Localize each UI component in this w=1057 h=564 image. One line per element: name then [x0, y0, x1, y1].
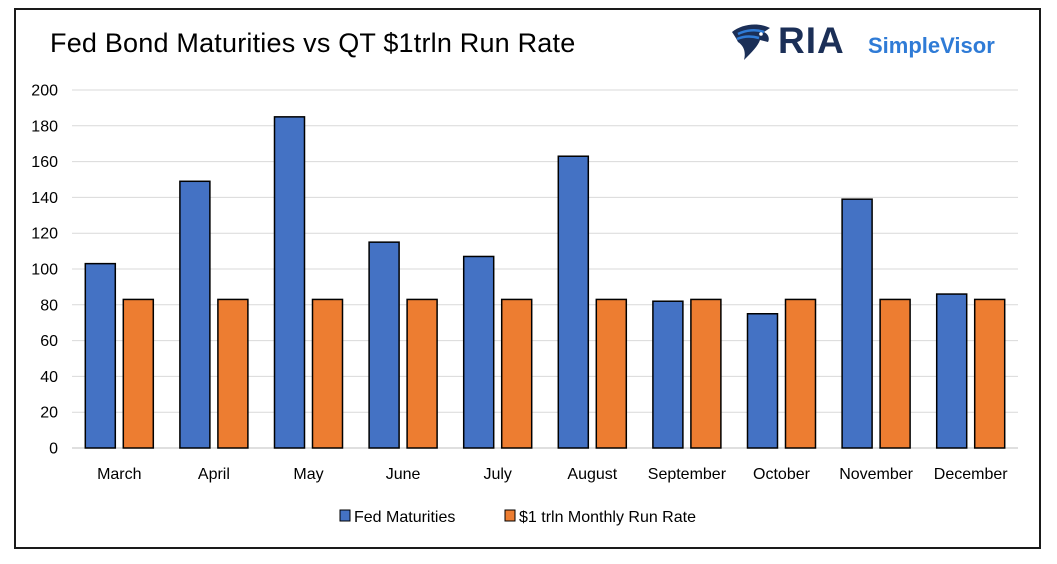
x-tick-label: October [753, 466, 811, 483]
y-tick-label: 100 [31, 262, 58, 279]
bar-fed-maturities [557, 155, 590, 449]
bar-fed-maturities [273, 116, 306, 449]
y-tick-label: 40 [40, 369, 58, 386]
logo-product-text: SimpleVisor [868, 33, 995, 58]
y-axis-ticks: 0 20 40 60 80 100 120 140 160 180 200 [31, 83, 58, 458]
bar-run-rate [500, 298, 533, 449]
x-tick-label: July [483, 466, 511, 483]
y-tick-label: 0 [49, 441, 58, 458]
legend-swatch [504, 509, 516, 522]
bar-run-rate [690, 298, 722, 449]
bar-fed-maturities [746, 313, 779, 449]
bar-run-rate [784, 298, 817, 449]
bar-fed-maturities [652, 300, 684, 449]
y-tick-label: 160 [31, 154, 58, 171]
x-tick-label: September [648, 466, 727, 483]
bar-fed-maturities [462, 255, 495, 449]
bar-run-rate [122, 298, 155, 449]
x-tick-label: May [293, 466, 323, 483]
chart-title: Fed Bond Maturities vs QT $1trln Run Rat… [50, 28, 576, 58]
x-tick-label: November [839, 466, 913, 483]
legend-label: Fed Maturities [354, 509, 455, 526]
y-tick-label: 120 [31, 226, 58, 243]
y-tick-label: 60 [40, 333, 58, 350]
bar-run-rate [406, 298, 438, 449]
bar-run-rate [217, 298, 249, 449]
y-tick-label: 140 [31, 190, 58, 207]
legend-label: $1 trln Monthly Run Rate [519, 509, 696, 526]
bar-fed-maturities [179, 180, 211, 449]
x-tick-label: March [97, 466, 141, 483]
y-tick-label: 200 [31, 83, 58, 100]
x-axis-ticks: March April May June July August September Octo… [97, 466, 1008, 483]
bar-fed-maturities [368, 241, 400, 449]
bars [84, 116, 1006, 449]
legend-swatch [339, 509, 351, 522]
bar-run-rate [595, 298, 628, 449]
bar-run-rate [973, 298, 1006, 449]
x-tick-label: June [386, 466, 421, 483]
bar-run-rate [879, 298, 911, 449]
x-tick-label: April [198, 466, 230, 483]
y-tick-label: 80 [40, 297, 58, 314]
ria-simplevisor-logo: RIA SimpleVisor [728, 18, 1008, 70]
y-tick-label: 180 [31, 118, 58, 135]
eagle-head-icon [732, 24, 770, 60]
y-tick-label: 20 [40, 405, 58, 422]
bar-fed-maturities [841, 198, 873, 449]
bar-fed-maturities [935, 293, 968, 449]
x-tick-label: August [567, 466, 617, 483]
x-tick-label: December [934, 466, 1008, 483]
bar-fed-maturities [84, 262, 117, 449]
bar-run-rate [311, 298, 344, 449]
legend: Fed Maturities $1 trln Monthly Run Rate [339, 509, 696, 526]
logo-brand-text: RIA [778, 20, 845, 61]
gridlines [72, 89, 1018, 449]
